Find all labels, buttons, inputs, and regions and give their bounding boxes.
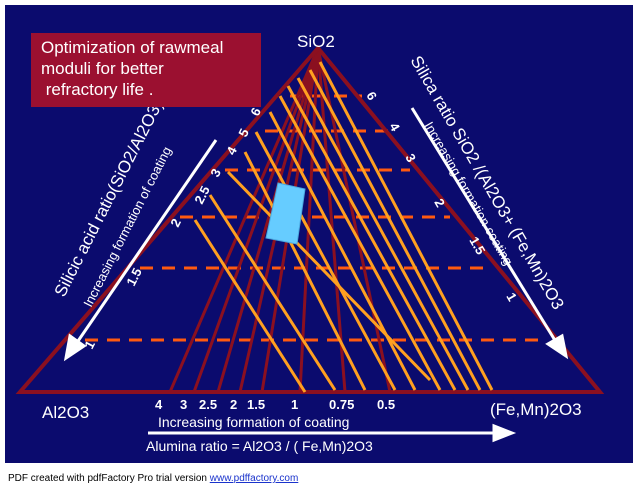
- apex-left-label: Al2O3: [42, 403, 89, 422]
- left-tick: 2.5: [191, 183, 213, 206]
- fan-line: [216, 47, 320, 393]
- left-tick: 1.5: [123, 265, 145, 288]
- iso-line: [208, 194, 337, 391]
- title-box: Optimization of rawmeal moduli for bette…: [31, 33, 261, 107]
- apex-right-label: (Fe,Mn)2O3: [490, 400, 582, 419]
- right-arrowhead: [545, 333, 569, 360]
- footer-link[interactable]: www.pdffactory.com: [209, 473, 299, 484]
- iso-line: [193, 219, 307, 393]
- fan-line: [316, 47, 347, 393]
- bottom-tick: 2: [230, 397, 237, 412]
- footer-text: PDF created with pdfFactory Pro trial ve…: [8, 473, 210, 484]
- title-line: refractory life .: [41, 80, 154, 99]
- left-arrowhead: [63, 333, 87, 362]
- iso-line: [254, 131, 397, 391]
- bottom-sub-label: Increasing formation of coating: [158, 414, 349, 430]
- right-arrow-shaft: [410, 107, 558, 343]
- bottom-tick: 4: [155, 397, 163, 412]
- fan-line: [298, 47, 320, 393]
- iso-line: [318, 61, 494, 391]
- triangle-outline: [15, 44, 605, 394]
- bottom-ticks: 4 3 2.5 2 1.5 1 0.75 0.5: [155, 397, 395, 412]
- bottom-tick: 2.5: [199, 397, 217, 412]
- bottom-tick: 0.5: [377, 397, 395, 412]
- bottom-main-label: Alumina ratio = Al2O3 / ( Fe,Mn)2O3: [146, 438, 373, 454]
- bottom-tick: 0.75: [329, 397, 354, 412]
- iso-lines: [193, 61, 494, 393]
- title-line: Optimization of rawmeal: [41, 38, 224, 57]
- bottom-tick: 1: [291, 397, 298, 412]
- pdf-footer: PDF created with pdfFactory Pro trial ve…: [8, 473, 298, 484]
- optimum-zone: [265, 182, 306, 245]
- iso-line: [268, 111, 417, 391]
- iso-line: [226, 170, 432, 382]
- iso-line: [243, 151, 367, 391]
- title-line: moduli for better: [41, 59, 164, 78]
- iso-line: [308, 69, 482, 391]
- iso-line: [286, 85, 457, 391]
- arrows: [63, 107, 569, 443]
- left-arrow-shaft: [74, 139, 218, 345]
- apex-top-label: SiO2: [297, 32, 335, 51]
- bottom-tick: 1.5: [247, 397, 265, 412]
- iso-line: [278, 95, 442, 391]
- iso-line: [296, 77, 470, 391]
- bottom-tick: 3: [180, 397, 187, 412]
- fan-line: [168, 47, 320, 393]
- bottom-arrowhead: [492, 423, 517, 443]
